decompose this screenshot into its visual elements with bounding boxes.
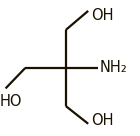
Text: OH: OH (91, 113, 114, 128)
Text: HO: HO (0, 94, 23, 109)
Text: OH: OH (91, 8, 114, 23)
Text: NH₂: NH₂ (99, 61, 127, 75)
